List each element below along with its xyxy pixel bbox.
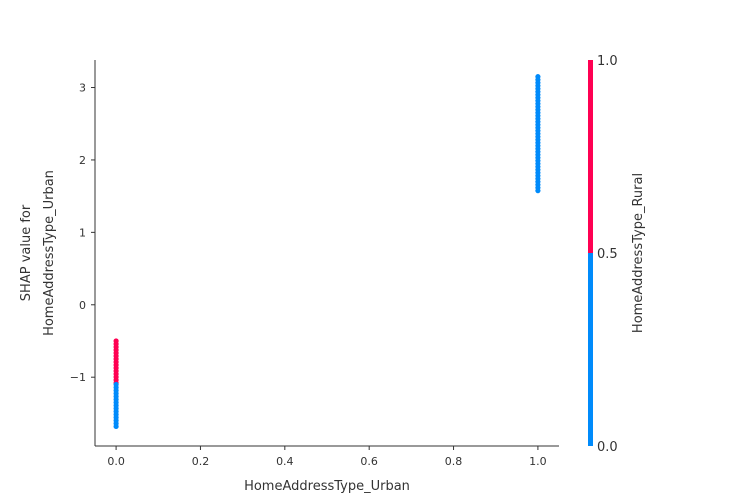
y-tick-label: 0 (79, 299, 86, 312)
x-tick-label: 1.0 (529, 455, 547, 468)
x-tick-label: 0.8 (445, 455, 463, 468)
colorbar: 0.0 0.5 1.0 (588, 54, 618, 455)
colorbar-tick-label: 1.0 (597, 54, 618, 69)
scatter-point (113, 423, 119, 430)
y-tick-label: 3 (79, 82, 86, 95)
y-tick-label: 2 (79, 154, 86, 167)
colorbar-label: HomeAddressType_Rural (631, 173, 646, 333)
colorbar-tick-label: 0.5 (597, 247, 618, 262)
y-ticks: −1 0 1 2 3 (70, 82, 95, 384)
y-tick-label: 1 (79, 226, 86, 239)
x-tick-label: 0.4 (276, 455, 294, 468)
x-tick-label: 0.2 (192, 455, 210, 468)
x-axis-label: HomeAddressType_Urban (244, 479, 410, 494)
x-tick-label: 0.0 (107, 455, 125, 468)
y-axis-label-line-1: SHAP value for (19, 204, 34, 301)
scatter-point (535, 188, 541, 194)
colorbar-tick-label: 0.0 (597, 440, 618, 455)
colorbar-high-segment (588, 60, 593, 253)
scatter-points (113, 74, 541, 430)
y-tick-label: −1 (70, 371, 86, 384)
x-tick-label: 0.6 (360, 455, 378, 468)
x-ticks: 0.0 0.2 0.4 0.6 0.8 1.0 (107, 446, 547, 468)
colorbar-low-segment (588, 253, 593, 446)
y-axis-label: SHAP value for HomeAddressType_Urban (19, 170, 57, 336)
axes (94, 60, 559, 447)
y-axis-label-line-2: HomeAddressType_Urban (42, 170, 57, 336)
